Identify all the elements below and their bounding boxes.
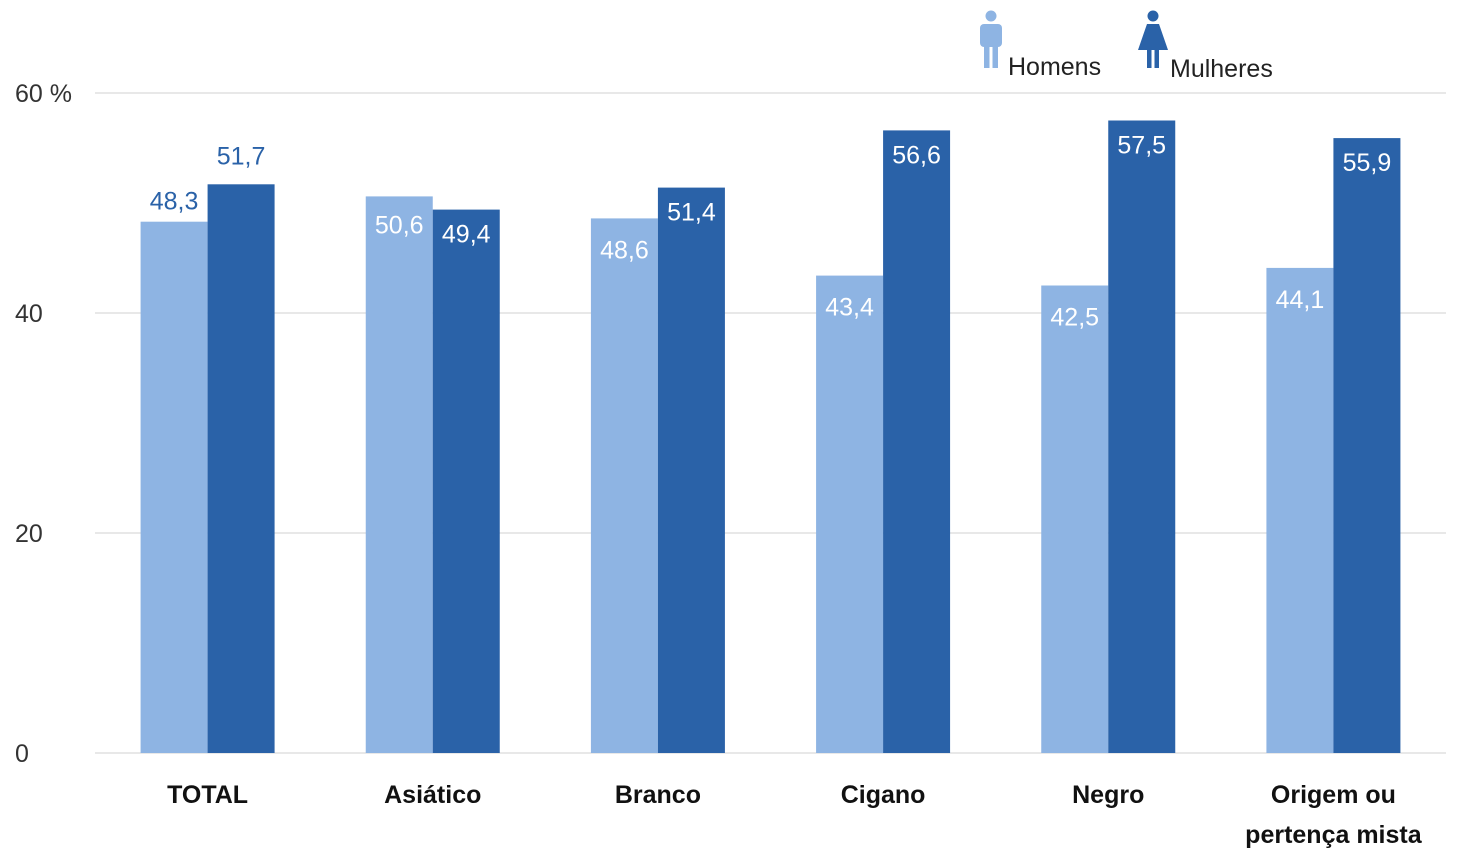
woman-icon: [1138, 10, 1168, 68]
bar-mulheres: [657, 187, 725, 754]
bar-homens: [1266, 267, 1334, 753]
y-axis: 0 20 40 60 %: [15, 80, 72, 768]
bar-mulheres: [432, 209, 500, 754]
man-icon: [980, 10, 1002, 68]
data-label: 44,1: [1276, 286, 1325, 314]
y-tick-label: 40: [15, 300, 43, 328]
data-label: 51,4: [667, 199, 716, 227]
bar-homens: [590, 218, 658, 753]
legend: Homens Mulheres: [980, 10, 1273, 83]
man-icon-head: [985, 10, 997, 22]
x-tick-label: Branco: [615, 781, 701, 809]
bar-homens: [1041, 285, 1109, 753]
x-axis: TOTAL Asiático Branco Cigano Negro Origem ou p…: [167, 781, 1423, 849]
data-label: 56,6: [892, 141, 941, 169]
man-icon-leg: [984, 44, 990, 68]
x-tick-label: pertença mista: [1245, 821, 1423, 849]
x-tick-label: Asiático: [384, 781, 481, 809]
data-label: 48,6: [600, 236, 649, 264]
legend-label: Mulheres: [1170, 55, 1273, 83]
bar-mulheres: [1108, 120, 1176, 753]
y-tick-label: 60 %: [15, 80, 72, 108]
bar-homens: [140, 221, 208, 753]
y-tick-label: 0: [15, 740, 29, 768]
x-tick-label: Negro: [1072, 781, 1144, 809]
bar-mulheres: [207, 184, 275, 754]
data-label: 43,4: [825, 294, 874, 322]
woman-icon-head: [1147, 10, 1159, 22]
bar-mulheres: [1333, 138, 1401, 754]
woman-icon-leg: [1147, 50, 1152, 68]
man-icon-body: [980, 24, 1002, 47]
data-label: 49,4: [442, 221, 491, 249]
value-labels: 48,3 51,7 50,6 49,4 48,6 51,4 43,4 56,6 42,5 57,5…: [150, 132, 1392, 332]
bar-homens: [816, 275, 884, 753]
gridlines: [95, 92, 1446, 754]
legend-label: Homens: [1008, 53, 1101, 81]
x-tick-label: Cigano: [841, 781, 926, 809]
woman-icon-leg: [1154, 50, 1159, 68]
man-icon-leg: [992, 44, 998, 68]
data-label: 57,5: [1117, 132, 1166, 160]
bars: [140, 120, 1401, 754]
bar-mulheres: [883, 130, 951, 753]
x-tick-label: Origem ou: [1271, 781, 1396, 809]
data-label: 42,5: [1050, 304, 1099, 332]
data-label: 50,6: [375, 211, 424, 239]
data-label: 48,3: [150, 188, 199, 216]
data-label: 55,9: [1343, 149, 1392, 177]
woman-icon-dress: [1138, 24, 1168, 50]
y-tick-label: 20: [15, 520, 43, 548]
x-tick-label: TOTAL: [167, 781, 248, 809]
bar-homens: [365, 196, 433, 753]
data-label: 51,7: [217, 142, 266, 170]
